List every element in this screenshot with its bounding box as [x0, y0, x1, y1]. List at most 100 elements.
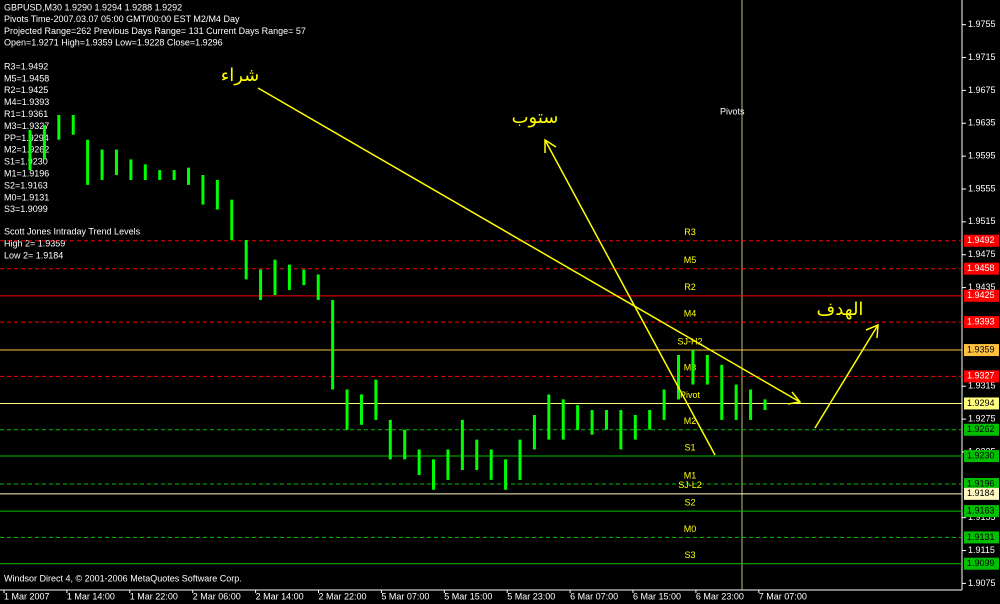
- x-tick-label: 2 Mar 14:00: [256, 591, 304, 601]
- sj-line: High 2= 1.9359: [4, 238, 65, 248]
- x-tick-label: 7 Mar 07:00: [759, 591, 807, 601]
- level-name: R3: [684, 227, 696, 237]
- pivot-value: PP=1.9294: [4, 133, 49, 143]
- pivot-value: M0=1.9131: [4, 192, 49, 202]
- price-bar: [518, 439, 522, 480]
- level-name: Pivot: [680, 390, 701, 400]
- pivot-value: S2=1.9163: [4, 180, 48, 190]
- level-price-label: 1.9230: [967, 450, 995, 460]
- price-bar: [230, 199, 234, 240]
- price-bar: [403, 429, 407, 460]
- header-line: Pivots Time-2007.03.07 05:00 GMT/00:00 E…: [4, 14, 240, 24]
- price-bar: [590, 410, 594, 435]
- level-price-label: 1.9184: [967, 488, 995, 498]
- x-tick-label: 6 Mar 15:00: [633, 591, 681, 601]
- y-tick-label: 1.9675: [968, 85, 996, 95]
- price-bar: [576, 405, 580, 430]
- price-bar: [28, 129, 32, 171]
- pivot-value: S1=1.9230: [4, 157, 48, 167]
- price-bar: [259, 269, 263, 300]
- y-tick-label: 1.9635: [968, 118, 996, 128]
- annotation-stop: ستوب: [512, 107, 559, 128]
- arrow-head: [865, 323, 879, 339]
- price-bar: [287, 264, 291, 291]
- level-price-label: 1.9393: [967, 316, 995, 326]
- level-name: SJ-H2: [677, 336, 702, 346]
- price-bar: [316, 274, 320, 300]
- level-name: R2: [684, 282, 696, 292]
- price-bar: [532, 414, 536, 450]
- x-tick-label: 5 Mar 23:00: [507, 591, 555, 601]
- price-bar: [388, 419, 392, 460]
- x-tick-label: 2 Mar 06:00: [193, 591, 241, 601]
- price-bar: [749, 389, 753, 420]
- sj-line: Low 2= 1.9184: [4, 250, 63, 260]
- level-price-box: [964, 487, 999, 500]
- level-name: M1: [684, 470, 697, 480]
- price-bar: [446, 449, 450, 480]
- level-name: S3: [684, 550, 695, 560]
- price-bar: [42, 124, 46, 160]
- x-tick-label: 5 Mar 07:00: [381, 591, 429, 601]
- y-tick-label: 1.9435: [968, 282, 996, 292]
- price-bar: [633, 414, 637, 440]
- y-tick-label: 1.9595: [968, 151, 996, 161]
- price-bar: [345, 389, 349, 430]
- x-tick-label: 6 Mar 23:00: [696, 591, 744, 601]
- price-bar: [331, 299, 335, 390]
- price-bar: [143, 164, 147, 180]
- sj-line: Scott Jones Intraday Trend Levels: [4, 226, 141, 236]
- level-price-label: 1.9492: [967, 235, 995, 245]
- price-bar: [273, 259, 277, 295]
- level-price-box: [964, 450, 999, 463]
- x-tick-label: 1 Mar 22:00: [130, 591, 178, 601]
- y-tick-label: 1.9715: [968, 52, 996, 62]
- price-bar: [720, 364, 724, 420]
- arrow-head: [544, 138, 557, 153]
- y-tick-label: 1.9475: [968, 249, 996, 259]
- level-price-box: [964, 423, 999, 436]
- x-tick-label: 2 Mar 22:00: [319, 591, 367, 601]
- level-price-box: [964, 531, 999, 544]
- x-tick-label: 6 Mar 07:00: [570, 591, 618, 601]
- price-bar: [201, 175, 205, 205]
- footer: Windsor Direct 4, © 2001-2006 MetaQuotes…: [4, 573, 242, 583]
- y-tick-label: 1.9515: [968, 216, 996, 226]
- price-bar: [86, 139, 90, 185]
- price-bar: [489, 449, 493, 480]
- price-bar: [302, 269, 306, 286]
- price-bar: [158, 170, 162, 180]
- level-price-box: [964, 316, 999, 329]
- level-price-box: [964, 557, 999, 570]
- price-bar: [417, 449, 421, 475]
- level-price-label: 1.9131: [967, 532, 995, 542]
- price-bar: [763, 399, 767, 411]
- price-bar: [359, 394, 363, 425]
- y-tick-label: 1.9275: [968, 413, 996, 423]
- price-bar: [57, 115, 61, 140]
- price-bar: [561, 399, 565, 440]
- price-bar: [71, 115, 75, 135]
- level-price-box: [964, 344, 999, 357]
- level-name: S1: [684, 442, 695, 452]
- header-line: GBPUSD,M30 1.9290 1.9294 1.9288 1.9292: [4, 2, 182, 12]
- price-bar: [432, 459, 436, 490]
- price-bar: [705, 354, 709, 385]
- pivot-value: M1=1.9196: [4, 168, 49, 178]
- price-bar: [648, 410, 652, 430]
- price-bar: [475, 439, 479, 471]
- price-bar: [691, 350, 695, 385]
- pivot-value: M5=1.9458: [4, 73, 49, 83]
- level-price-label: 1.9458: [967, 263, 995, 273]
- price-bar: [604, 410, 608, 430]
- y-tick-label: 1.9555: [968, 183, 996, 193]
- pivot-value: R2=1.9425: [4, 85, 48, 95]
- price-bar: [547, 394, 551, 440]
- level-name: M2: [684, 416, 697, 426]
- price-bar: [215, 179, 219, 210]
- level-price-label: 1.9196: [967, 478, 995, 488]
- level-name: M3: [684, 363, 697, 373]
- level-price-label: 1.9327: [967, 371, 995, 381]
- y-tick-label: 1.9315: [968, 381, 996, 391]
